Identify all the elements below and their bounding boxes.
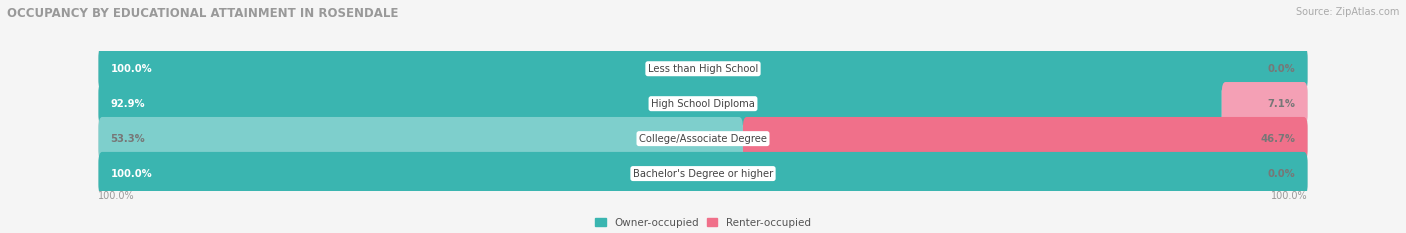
- FancyBboxPatch shape: [98, 152, 1308, 195]
- Bar: [98, 51, 1308, 86]
- Text: 0.0%: 0.0%: [1268, 64, 1295, 74]
- Legend: Owner-occupied, Renter-occupied: Owner-occupied, Renter-occupied: [595, 218, 811, 228]
- Text: 100.0%: 100.0%: [111, 64, 152, 74]
- FancyBboxPatch shape: [98, 82, 1308, 125]
- Text: 7.1%: 7.1%: [1267, 99, 1295, 109]
- Text: 46.7%: 46.7%: [1261, 134, 1295, 144]
- Text: 53.3%: 53.3%: [111, 134, 145, 144]
- Text: College/Associate Degree: College/Associate Degree: [638, 134, 768, 144]
- Text: Less than High School: Less than High School: [648, 64, 758, 74]
- Text: 100.0%: 100.0%: [98, 191, 135, 201]
- Bar: [98, 121, 1308, 156]
- FancyBboxPatch shape: [98, 117, 742, 160]
- Text: Source: ZipAtlas.com: Source: ZipAtlas.com: [1295, 7, 1399, 17]
- Bar: [98, 156, 1308, 191]
- FancyBboxPatch shape: [98, 152, 1308, 195]
- Text: Bachelor's Degree or higher: Bachelor's Degree or higher: [633, 169, 773, 178]
- FancyBboxPatch shape: [98, 47, 1308, 90]
- FancyBboxPatch shape: [98, 82, 1222, 125]
- FancyBboxPatch shape: [98, 117, 1308, 160]
- Text: High School Diploma: High School Diploma: [651, 99, 755, 109]
- Text: 92.9%: 92.9%: [111, 99, 145, 109]
- Text: 100.0%: 100.0%: [1271, 191, 1308, 201]
- Text: OCCUPANCY BY EDUCATIONAL ATTAINMENT IN ROSENDALE: OCCUPANCY BY EDUCATIONAL ATTAINMENT IN R…: [7, 7, 398, 20]
- Text: 100.0%: 100.0%: [111, 169, 152, 178]
- FancyBboxPatch shape: [742, 117, 1308, 160]
- Bar: [98, 86, 1308, 121]
- FancyBboxPatch shape: [98, 47, 1308, 90]
- FancyBboxPatch shape: [1222, 82, 1308, 125]
- Text: 0.0%: 0.0%: [1268, 169, 1295, 178]
